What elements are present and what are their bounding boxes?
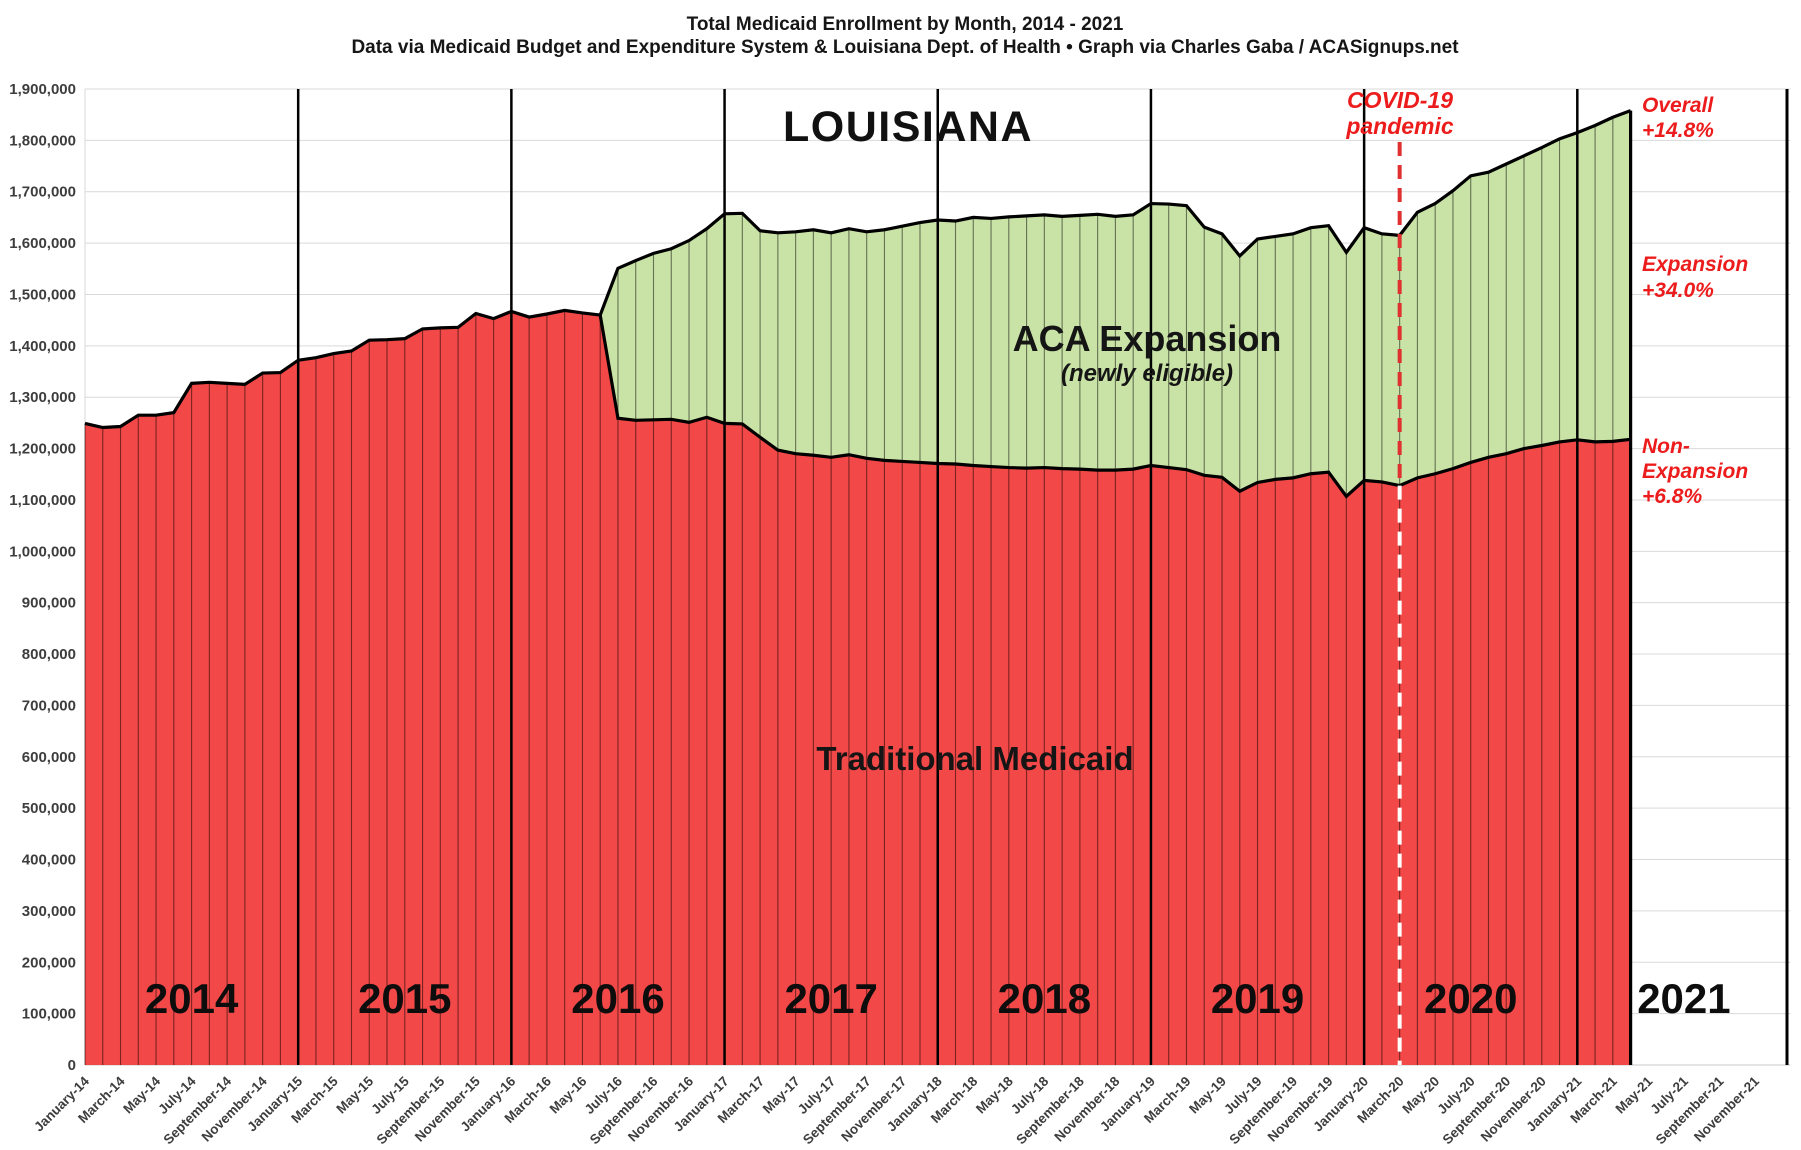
year-label-2015: 2015 xyxy=(358,975,451,1022)
covid-label-line1: COVID-19 xyxy=(1347,87,1453,113)
x-axis-tick-label: May-21 xyxy=(1613,1073,1656,1116)
covid-label-line2: pandemic xyxy=(1345,113,1454,139)
aca-expansion-sublabel: (newly eligible) xyxy=(1061,360,1233,387)
traditional-medicaid-area-label: Traditional Medicaid xyxy=(816,740,1133,777)
expansion-annotation-label: Expansion xyxy=(1642,253,1748,276)
overall-annotation-label: Overall xyxy=(1642,94,1714,117)
y-axis-tick-label: 700,000 xyxy=(22,697,76,714)
year-label-2019: 2019 xyxy=(1211,975,1304,1022)
state-name-label: LOUISIANA xyxy=(783,103,1033,151)
year-label-2018: 2018 xyxy=(998,975,1091,1022)
chart-subtitle: Data via Medicaid Budget and Expenditure… xyxy=(351,37,1459,58)
y-axis-tick-label: 1,000,000 xyxy=(9,543,76,560)
y-axis-tick-label: 1,500,000 xyxy=(9,286,76,303)
area-series-layer xyxy=(84,110,1632,1065)
y-axis-tick-label: 200,000 xyxy=(22,954,76,971)
y-axis-tick-label: 900,000 xyxy=(22,595,76,612)
aca-expansion-area-label: ACA Expansion xyxy=(1013,318,1282,359)
y-axis-tick-label: 800,000 xyxy=(22,646,76,663)
y-axis-tick-label: 0 xyxy=(68,1057,76,1074)
total-enrollment-top-line xyxy=(598,109,1632,316)
y-axis-tick-label: 1,300,000 xyxy=(9,389,76,406)
y-axis-tick-label: 300,000 xyxy=(22,903,76,920)
y-axis-tick-label: 500,000 xyxy=(22,800,76,817)
x-axis-tick-label: May-17 xyxy=(760,1074,803,1117)
expansion-annotation-value: +34.0% xyxy=(1642,279,1714,302)
y-axis-tick-label: 1,900,000 xyxy=(9,81,76,98)
x-axis-tick-label: May-15 xyxy=(333,1073,376,1116)
x-axis-tick-label: May-14 xyxy=(120,1073,163,1116)
traditional-medicaid-top-line xyxy=(84,308,1631,499)
y-axis-tick-label: 1,600,000 xyxy=(9,235,76,252)
traditional-medicaid-area xyxy=(85,310,1631,1065)
year-label-2014: 2014 xyxy=(145,975,239,1022)
non-expansion-annotation-value: +6.8% xyxy=(1642,485,1702,508)
y-axis-tick-label: 600,000 xyxy=(22,749,76,766)
year-label-2017: 2017 xyxy=(784,975,877,1022)
series-outline-layer xyxy=(84,89,1789,1065)
y-axis-tick-label: 1,100,000 xyxy=(9,492,76,509)
y-axis-tick-label: 1,200,000 xyxy=(9,441,76,458)
year-label-2016: 2016 xyxy=(571,975,664,1022)
chart-title: Total Medicaid Enrollment by Month, 2014… xyxy=(687,14,1124,35)
x-axis-tick-label: January-14 xyxy=(31,1073,92,1134)
non-expansion-annotation-line1: Non- xyxy=(1642,435,1690,458)
overall-annotation-value: +14.8% xyxy=(1642,119,1714,142)
y-axis-tick-label: 1,400,000 xyxy=(9,338,76,355)
non-expansion-annotation-line2: Expansion xyxy=(1642,460,1748,483)
y-axis-tick-label: 400,000 xyxy=(22,852,76,869)
x-axis-tick-label: May-20 xyxy=(1399,1074,1442,1117)
x-axis-tick-label: May-18 xyxy=(973,1073,1016,1116)
year-label-2021: 2021 xyxy=(1637,975,1730,1022)
y-axis-tick-label: 1,700,000 xyxy=(9,184,76,201)
x-axis-tick-label: May-16 xyxy=(547,1073,590,1116)
x-axis-tick-label: May-19 xyxy=(1186,1074,1229,1117)
y-axis-tick-label: 100,000 xyxy=(22,1006,76,1023)
year-label-2020: 2020 xyxy=(1424,975,1517,1022)
y-axis-tick-label: 1,800,000 xyxy=(9,132,76,149)
year-labels-layer: 2014 2015 2016 2017 2018 2019 2020 2021 xyxy=(145,975,1731,1022)
